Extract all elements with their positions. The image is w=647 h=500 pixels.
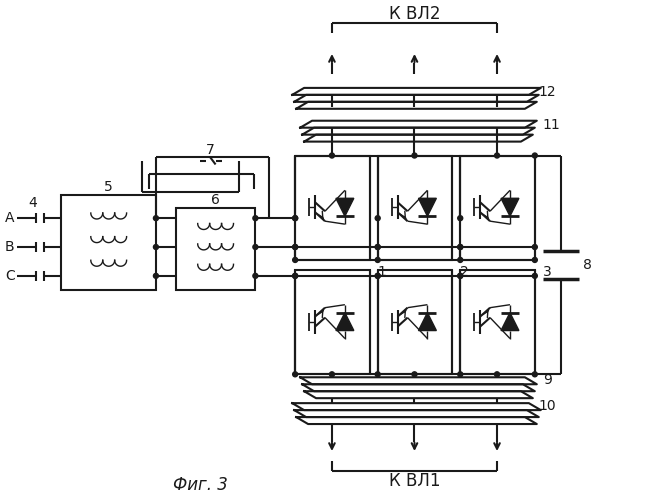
Circle shape [375,216,380,220]
Text: 5: 5 [104,180,113,194]
Text: К ВЛ1: К ВЛ1 [389,472,440,490]
Circle shape [457,274,463,278]
Circle shape [375,274,380,278]
Circle shape [375,244,380,250]
Circle shape [375,244,380,250]
Bar [460,270,535,374]
Circle shape [494,372,499,377]
Text: 11: 11 [543,118,560,132]
Bar [460,156,535,260]
Circle shape [457,244,463,250]
Circle shape [375,274,380,278]
Text: 4: 4 [28,196,37,210]
Bar [378,270,452,374]
Circle shape [532,153,537,158]
Circle shape [329,153,334,158]
Circle shape [532,244,537,250]
Text: 12: 12 [539,85,556,99]
Circle shape [457,258,463,262]
Circle shape [292,216,298,220]
Circle shape [375,258,380,262]
Text: 3: 3 [543,265,551,279]
Circle shape [329,372,334,377]
Polygon shape [419,198,436,216]
Text: 2: 2 [460,265,469,279]
Circle shape [253,274,258,278]
Text: 6: 6 [211,194,220,207]
Bar [176,208,256,290]
Circle shape [412,372,417,377]
Polygon shape [336,198,354,216]
Circle shape [292,258,298,262]
Circle shape [532,274,537,278]
Circle shape [457,274,463,278]
Circle shape [292,244,298,250]
Circle shape [292,372,298,377]
Circle shape [253,216,258,220]
Circle shape [292,274,298,278]
Text: Фиг. 3: Фиг. 3 [173,476,228,494]
Circle shape [375,372,380,377]
Circle shape [457,372,463,377]
Circle shape [153,216,159,220]
Circle shape [153,244,159,250]
Bar [61,196,156,290]
Circle shape [494,153,499,158]
Circle shape [253,244,258,250]
Circle shape [292,244,298,250]
Circle shape [292,216,298,220]
Text: 10: 10 [539,399,556,413]
Polygon shape [419,312,436,330]
Text: C: C [5,269,15,283]
Circle shape [532,372,537,377]
Circle shape [457,244,463,250]
Text: 8: 8 [582,258,591,272]
Circle shape [532,258,537,262]
Text: 1: 1 [378,265,386,279]
Bar [295,156,369,260]
Bar [378,156,452,260]
Polygon shape [501,198,519,216]
Text: К ВЛ2: К ВЛ2 [389,6,440,24]
Polygon shape [501,312,519,330]
Polygon shape [336,312,354,330]
Text: 7: 7 [206,142,215,156]
Circle shape [457,216,463,220]
Text: 9: 9 [543,374,552,388]
Text: B: B [5,240,15,254]
Circle shape [292,274,298,278]
Circle shape [153,274,159,278]
Text: A: A [5,211,14,225]
Bar [295,270,369,374]
Circle shape [412,153,417,158]
